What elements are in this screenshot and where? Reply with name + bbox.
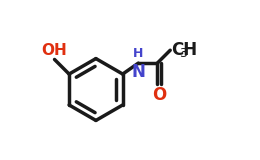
Text: OH: OH (42, 43, 67, 58)
Text: H: H (133, 47, 144, 60)
Text: 3: 3 (179, 47, 187, 60)
Text: O: O (152, 86, 166, 104)
Text: N: N (131, 63, 145, 81)
Text: CH: CH (171, 41, 197, 59)
